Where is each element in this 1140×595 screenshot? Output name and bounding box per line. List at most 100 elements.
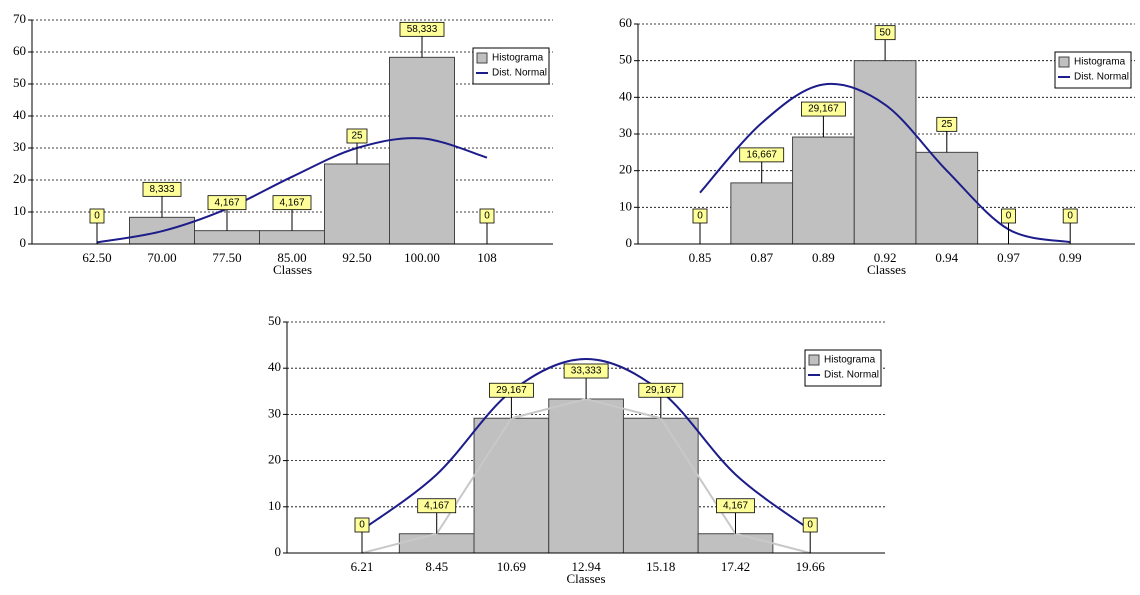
data-label: 33,333 [571,366,602,377]
data-label: 4,167 [279,197,304,208]
bar [473,417,550,554]
data-label: 0 [807,520,813,531]
chart: 0 10 20 30 40 50 60 0.85 0.87 0.89 0.92 0.94 0.97 0.9… [619,15,1135,277]
label-box [1001,208,1016,224]
x-tick-label: 8.45 [425,559,448,574]
x-axis-label: Classes [867,262,906,277]
data-label: 29,167 [808,104,839,115]
data-label: 0 [484,211,490,222]
label-box [207,195,247,211]
data-label: 8,333 [149,184,174,195]
data-label: 4,167 [723,500,748,511]
legend-label: Dist. Normal [492,68,547,79]
label-box [89,208,105,224]
x-tick-label: 0.92 [874,250,897,265]
data-label: 0 [1006,211,1012,222]
data-label: 29,167 [646,385,677,396]
bar [324,163,390,245]
label-box [801,101,846,117]
x-tick-label: 70.00 [147,250,176,265]
label-box [1062,208,1078,224]
label-box [874,25,896,41]
y-tick-label: 40 [619,88,632,103]
label-box [417,498,457,514]
bar [398,533,475,554]
bar [792,136,855,245]
label-box [399,21,445,37]
label-box [479,208,495,224]
label-box [638,382,684,398]
bar [853,60,917,245]
legend-label: Histograma [824,355,876,366]
data-label: 50 [880,27,892,38]
legend-swatch [1058,56,1070,68]
y-tick-label: 50 [268,313,281,328]
bar [915,151,979,245]
bar [730,182,794,245]
x-tick-label: 62.50 [82,250,111,265]
legend-swatch [808,354,820,366]
label-box [692,208,708,224]
label-box [142,181,182,197]
x-tick-label: 0.94 [935,250,958,265]
normal-curve [361,357,811,531]
data-label: 25 [351,131,363,142]
data-label: 0 [1067,211,1073,222]
x-axis-label: Classes [567,571,606,586]
data-label: 0 [94,211,100,222]
chart: 0 10 20 30 40 50 60 70 62.50 70.00 77.50 85.00 92.50… [13,11,553,277]
data-label: 4,167 [424,500,449,511]
y-tick-label: 60 [13,43,26,58]
bar [622,417,699,554]
x-axis-label: Classes [273,262,312,277]
bar [389,56,455,245]
label-box [563,363,609,379]
x-tick-label: 0.85 [689,250,712,265]
x-tick-label: 10.69 [497,559,526,574]
y-tick-label: 10 [268,498,281,513]
data-label: 4,167 [214,197,239,208]
y-tick-label: 40 [13,107,26,122]
x-tick-label: 0.87 [750,250,773,265]
y-tick-label: 20 [268,452,281,467]
x-tick-label: 15.18 [646,559,675,574]
label-box [936,116,958,132]
y-tick-label: 20 [619,162,632,177]
data-label: 58,333 [407,24,438,35]
x-tick-label: 92.50 [342,250,371,265]
legend-label: Histograma [1074,57,1126,68]
chart: 0 10 20 30 40 50 6.21 8.45 10.69 12.94 15.18 17.42 1… [268,313,885,586]
legend-label: Histograma [492,53,544,64]
y-tick-label: 50 [13,75,26,90]
y-tick-label: 30 [13,139,26,154]
x-tick-label: 17.42 [721,559,750,574]
normal-curve [96,137,488,244]
x-tick-label: 0.97 [997,250,1020,265]
x-tick-label: 0.89 [812,250,835,265]
legend-label: Dist. Normal [1074,72,1129,83]
y-tick-label: 30 [268,405,281,420]
label-box [346,128,368,144]
y-tick-label: 0 [275,544,282,559]
y-tick-label: 0 [626,235,633,250]
data-label: 0 [359,520,365,531]
x-tick-label: 77.50 [212,250,241,265]
data-label: 0 [697,211,703,222]
y-tick-label: 10 [13,203,26,218]
y-tick-label: 70 [13,11,26,26]
bar [194,230,260,245]
y-tick-label: 10 [619,198,632,213]
legend-swatch [476,52,488,64]
y-tick-label: 0 [20,235,27,250]
y-tick-label: 30 [619,125,632,140]
x-tick-label: 6.21 [351,559,374,574]
x-tick-label: 19.66 [796,559,826,574]
y-tick-label: 20 [13,171,26,186]
bar [548,398,624,554]
label-box [716,498,755,514]
x-tick-label: 12.94 [571,559,601,574]
bar [259,230,325,245]
x-tick-label: 108 [477,250,497,265]
label-box [272,195,312,211]
bar [697,533,774,554]
